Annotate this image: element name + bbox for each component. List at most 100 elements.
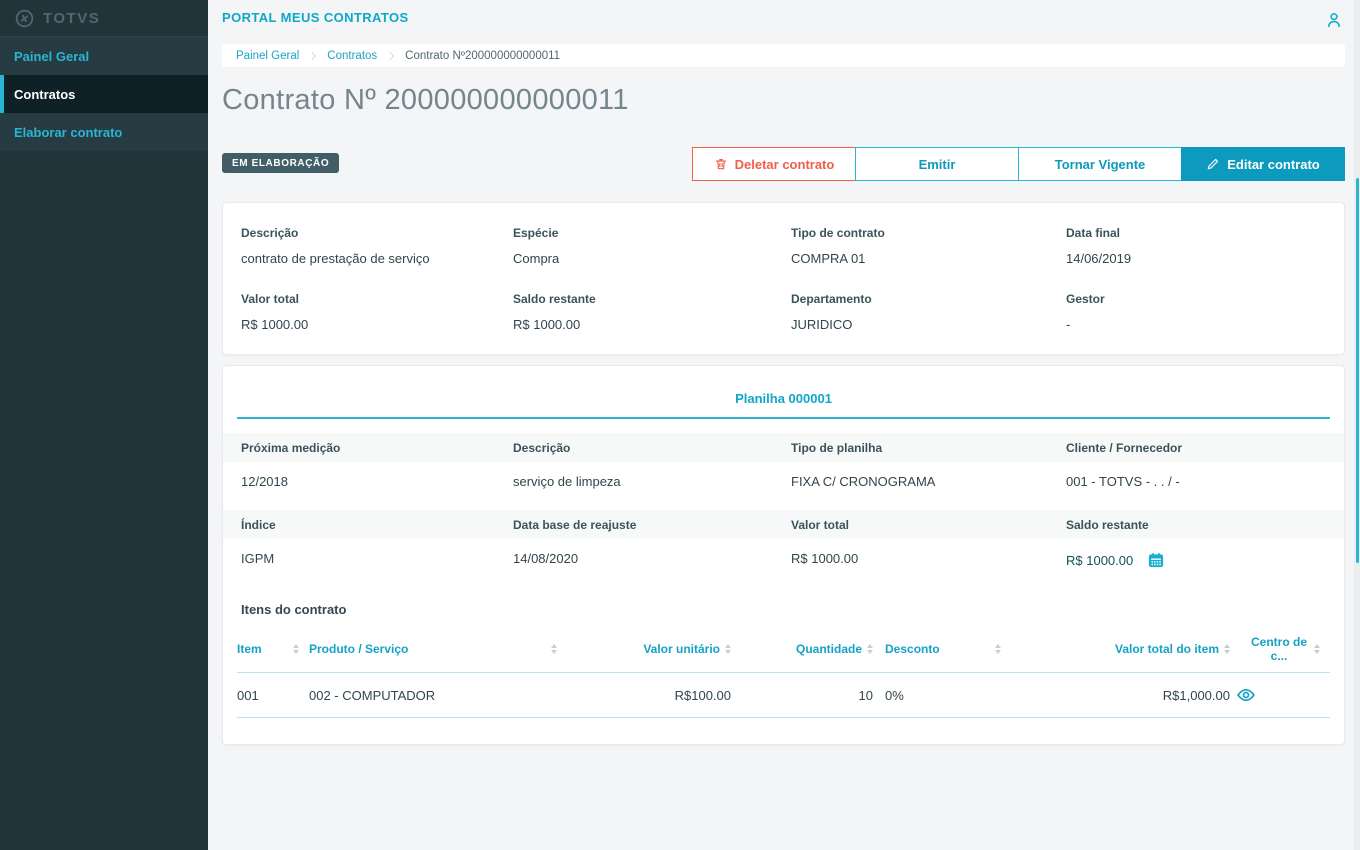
totvs-logo-text: TOTVS [43, 9, 101, 27]
sort-icon[interactable] [1314, 644, 1320, 654]
top-header: PORTAL MEUS CONTRATOS [208, 0, 1360, 44]
button-label: Editar contrato [1227, 156, 1320, 172]
breadcrumb-current: Contrato Nº200000000000011 [405, 49, 561, 62]
sort-icon[interactable] [995, 644, 1001, 654]
user-icon[interactable] [1324, 10, 1344, 35]
field-label: Saldo restante [1066, 518, 1149, 532]
contract-items-table: Item Produto / Serviço Valor unitário Qu… [237, 629, 1330, 718]
contract-summary-card: Descrição Espécie Tipo de contrato Data … [222, 202, 1345, 355]
cell-quantidade: 10 [731, 672, 873, 718]
planilha-underline [237, 417, 1330, 419]
chevron-right-icon [385, 51, 395, 60]
cell-item: 001 [237, 672, 309, 718]
field-value: COMPRA 01 [791, 251, 866, 266]
field-label: Valor total [791, 518, 850, 532]
saldo-restante-cell: R$ 1000.00 [1066, 551, 1344, 569]
planilha-title[interactable]: Planilha 000001 [735, 391, 832, 406]
column-header-desconto[interactable]: Desconto [873, 629, 1011, 673]
field-label: Próxima medição [241, 441, 341, 455]
field-label: Tipo de planilha [791, 441, 883, 455]
delete-contract-button[interactable]: Deletar contrato [692, 147, 856, 181]
sort-icon[interactable] [293, 644, 299, 654]
field-value: 12/2018 [241, 474, 288, 489]
column-header-item[interactable]: Item [237, 629, 309, 673]
pencil-icon [1208, 158, 1219, 170]
column-label: Produto / Serviço [309, 642, 409, 656]
field-value: serviço de limpeza [513, 474, 621, 489]
trash-icon [715, 159, 726, 170]
planilha-label-row: Índice Data base de reajuste Valor total… [223, 510, 1344, 539]
column-header-valor-total-item[interactable]: Valor total do item [1011, 629, 1230, 673]
edit-contract-button[interactable]: Editar contrato [1181, 147, 1345, 181]
emit-button[interactable]: Emitir [855, 147, 1019, 181]
breadcrumb-painel-geral[interactable]: Painel Geral [236, 49, 300, 62]
column-label: Valor total do item [1114, 642, 1219, 656]
field-value: R$ 1000.00 [513, 317, 581, 332]
sidebar: TOTVS Painel Geral Contratos Elaborar co… [0, 0, 208, 850]
column-header-produto-servico[interactable]: Produto / Serviço [309, 629, 567, 673]
button-label: Deletar contrato [734, 156, 835, 172]
field-value: Compra [513, 251, 560, 266]
status-badge: EM ELABORAÇÃO [222, 153, 340, 173]
field-value: - [1066, 317, 1071, 332]
cell-desconto: 0% [873, 672, 1011, 718]
sort-icon[interactable] [551, 644, 557, 654]
make-current-button[interactable]: Tornar Vigente [1018, 147, 1182, 181]
field-value: IGPM [241, 551, 275, 566]
cell-centro-de-custo [1230, 672, 1330, 718]
planilha-label-row: Próxima medição Descrição Tipo de planil… [223, 433, 1344, 462]
cell-valor-total: R$1,000.00 [1011, 672, 1230, 718]
action-row: EM ELABORAÇÃO Deletar contrato Emitir To… [222, 147, 1345, 181]
column-label: Item [237, 642, 262, 656]
totvs-logo-icon [15, 9, 34, 27]
planilha-card: Planilha 000001 Próxima medição Descriçã… [222, 365, 1345, 745]
page-title: Contrato Nº 200000000000011 [222, 84, 629, 116]
planilha-value-row: 12/2018 serviço de limpeza FIXA C/ CRONO… [223, 462, 1344, 502]
app-title: PORTAL MEUS CONTRATOS [222, 10, 409, 25]
sort-icon[interactable] [725, 644, 731, 654]
column-label: Valor unitário [643, 642, 720, 656]
column-header-valor-unitario[interactable]: Valor unitário [567, 629, 731, 673]
sidebar-item-painel-geral[interactable]: Painel Geral [0, 37, 208, 75]
field-value: contrato de prestação de serviço [241, 251, 430, 266]
cell-valor-unitario: R$100.00 [567, 672, 731, 718]
table-row[interactable]: 001 002 - COMPUTADOR R$100.00 10 0% R$1,… [237, 672, 1330, 718]
action-buttons: Deletar contrato Emitir Tornar Vigente E… [692, 147, 1345, 181]
sidebar-item-label: Elaborar contrato [14, 124, 123, 140]
field-label: Descrição [513, 441, 571, 455]
column-label: Quantidade [795, 642, 862, 656]
main-content: PORTAL MEUS CONTRATOS Painel Geral Contr… [208, 0, 1360, 850]
column-header-quantidade[interactable]: Quantidade [731, 629, 873, 673]
field-label: Índice [241, 518, 276, 532]
column-label: Centro de c... [1250, 635, 1307, 663]
field-value: JURIDICO [791, 317, 853, 332]
items-section-title: Itens do contrato [241, 602, 347, 617]
field-label: Data base de reajuste [513, 518, 637, 532]
eye-icon[interactable] [1230, 685, 1330, 705]
sidebar-item-contratos[interactable]: Contratos [0, 75, 208, 113]
field-label: Data final [1066, 226, 1121, 240]
cell-produto: 002 - COMPUTADOR [309, 672, 567, 718]
field-label: Espécie [513, 226, 559, 240]
field-label: Cliente / Fornecedor [1066, 441, 1183, 455]
field-label: Descrição [241, 226, 299, 240]
column-header-centro-de-custo[interactable]: Centro de c... [1230, 629, 1330, 673]
sidebar-item-elaborar-contrato[interactable]: Elaborar contrato [0, 113, 208, 151]
button-label: Emitir [918, 156, 956, 172]
planilha-value-row: IGPM 14/08/2020 R$ 1000.00 R$ 1000.00 [223, 539, 1344, 582]
chevron-right-icon [308, 51, 317, 60]
sidebar-item-label: Painel Geral [14, 48, 90, 64]
sidebar-menu: Painel Geral Contratos Elaborar contrato [0, 37, 208, 151]
breadcrumb: Painel Geral Contratos Contrato Nº200000… [222, 44, 1345, 67]
table-header-row: Item Produto / Serviço Valor unitário Qu… [237, 629, 1330, 673]
field-value: FIXA C/ CRONOGRAMA [791, 474, 936, 489]
field-value: 001 - TOTVS - . . / - [1066, 474, 1180, 489]
breadcrumb-contratos[interactable]: Contratos [327, 49, 378, 62]
sort-icon[interactable] [1224, 644, 1230, 654]
scrollbar-thumb[interactable] [1356, 178, 1359, 563]
field-value: R$ 1000.00 [241, 317, 309, 332]
sort-icon[interactable] [867, 644, 873, 654]
calendar-icon[interactable] [1147, 551, 1165, 569]
field-value: 14/08/2020 [513, 551, 579, 566]
field-label: Valor total [241, 292, 300, 306]
